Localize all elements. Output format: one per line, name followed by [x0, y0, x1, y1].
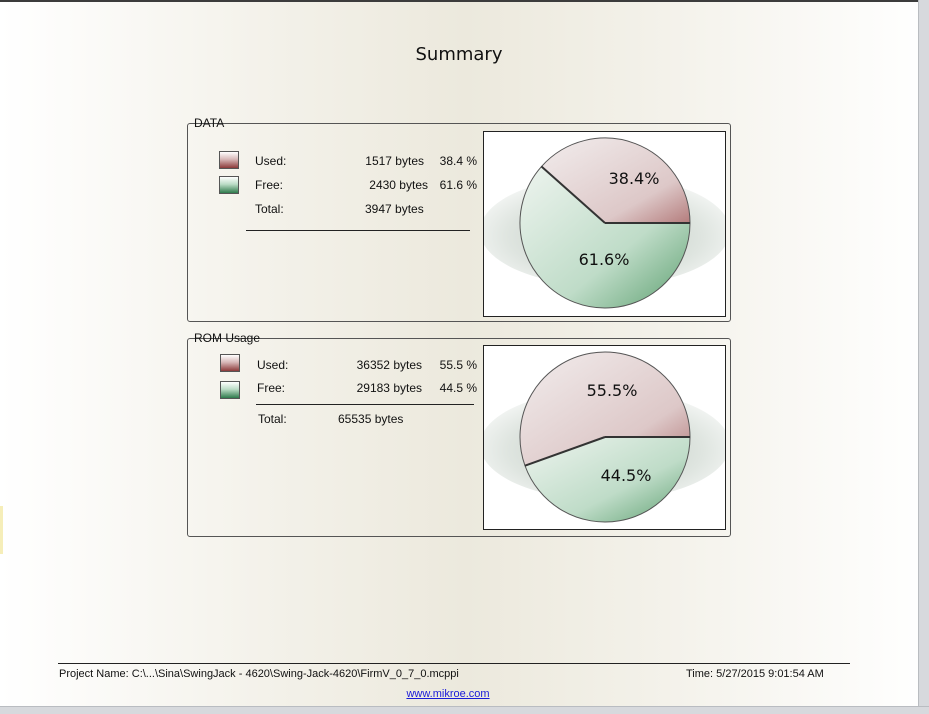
data-group: DATA: [187, 116, 731, 322]
free-slice: [524, 436, 691, 523]
rom-pie-chart: 55.5% 44.5%: [483, 345, 726, 530]
window-right-edge: [918, 0, 929, 713]
rom-total-rule: [256, 404, 474, 405]
used-slice: [519, 351, 691, 467]
rom-free-label: Free:: [257, 381, 286, 395]
data-used-value: 1517 bytes: [365, 154, 424, 168]
footer-link-wrap: www.mikroe.com: [0, 688, 896, 700]
used-slice: [540, 137, 691, 224]
footer-project-name: Project Name: C:\...\Sina\SwingJack - 46…: [59, 668, 459, 680]
used-swatch-data: [219, 151, 239, 169]
rom-used-value: 36352 bytes: [356, 358, 422, 372]
used-slice-label: 55.5%: [587, 381, 638, 400]
free-slice: [519, 165, 691, 309]
rom-total-value: 65535 bytes: [338, 412, 404, 426]
data-total-value: 3947 bytes: [365, 202, 424, 216]
rom-total-label: Total:: [258, 412, 287, 426]
slice-divider: [524, 436, 606, 467]
data-used-pct: 38.4 %: [439, 154, 477, 168]
rom-free-value: 29183 bytes: [356, 381, 422, 395]
rom-pie-svg: 55.5% 44.5%: [484, 351, 725, 523]
data-group-label: DATA: [194, 116, 225, 130]
data-total-rule: [246, 230, 470, 231]
data-pie-chart: 38.4% 61.6%: [483, 131, 726, 317]
data-free-pct: 61.6 %: [439, 178, 477, 192]
free-swatch-data: [219, 176, 239, 194]
rom-group: ROM Usage: [187, 331, 731, 537]
slice-divider: [540, 165, 606, 224]
used-slice-label: 38.4%: [609, 169, 660, 188]
free-slice-label: 44.5%: [601, 466, 652, 485]
rom-free-pct: 44.5 %: [439, 381, 477, 395]
rom-group-label: ROM Usage: [194, 331, 261, 345]
rom-used-label: Used:: [257, 358, 289, 372]
used-swatch-rom: [220, 354, 240, 372]
footer-rule: [58, 663, 850, 664]
report-title: Summary: [415, 44, 503, 65]
rom-used-pct: 55.5 %: [439, 358, 477, 372]
free-swatch-rom: [220, 381, 240, 399]
mikroe-link[interactable]: www.mikroe.com: [406, 688, 490, 700]
data-free-value: 2430 bytes: [369, 178, 428, 192]
window-bottom-edge: [0, 706, 929, 714]
data-total-label: Total:: [255, 202, 284, 216]
free-slice-label: 61.6%: [579, 250, 630, 269]
footer-time: Time: 5/27/2015 9:01:54 AM: [686, 668, 824, 680]
left-edge-marker: [0, 506, 3, 554]
data-pie-svg: 38.4% 61.6%: [484, 137, 725, 309]
data-free-label: Free:: [255, 178, 284, 192]
data-used-label: Used:: [255, 154, 287, 168]
